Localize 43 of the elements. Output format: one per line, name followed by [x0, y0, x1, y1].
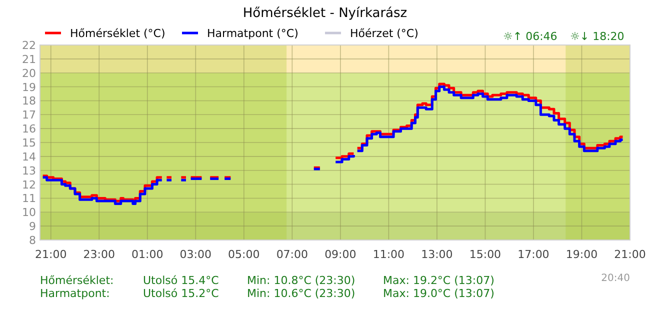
legend-label: Hőmérséklet (°C): [70, 27, 166, 40]
y-tick-label: 11: [22, 192, 36, 206]
y-tick-label: 18: [22, 94, 36, 108]
y-tick-label: 21: [22, 52, 36, 66]
y-tick-label: 8: [29, 234, 36, 247]
text: 20:40: [601, 273, 630, 284]
x-tick-label: 07:00: [276, 248, 308, 261]
x-tick-label: 23:00: [83, 248, 115, 261]
y-tick-label: 22: [22, 39, 36, 52]
y-tick-label: 14: [22, 150, 36, 164]
legend-label: Harmatpont (°C): [207, 27, 298, 40]
x-tick-label: 09:00: [324, 248, 356, 261]
text: ☼↓ 18:20: [570, 30, 624, 43]
legend-label: Hőérzet (°C): [350, 27, 418, 40]
text: Harmatpont:: [40, 287, 110, 300]
x-tick-label: 17:00: [518, 248, 550, 261]
x-tick-label: 21:00: [614, 248, 646, 261]
text: Max: 19.2°C (13:07): [383, 274, 494, 287]
text: Utolsó 15.4°C: [143, 274, 220, 287]
y-tick-label: 17: [22, 108, 36, 122]
x-tick-label: 19:00: [566, 248, 598, 261]
y-tick-label: 20: [22, 66, 36, 80]
text: Min: 10.6°C (23:30): [247, 287, 356, 300]
x-tick-label: 05:00: [228, 248, 260, 261]
text: ☼↑ 06:46: [503, 30, 558, 43]
y-tick-label: 19: [22, 80, 36, 94]
x-tick-label: 11:00: [372, 248, 405, 261]
y-tick-label: 15: [22, 136, 36, 150]
x-tick-label: 01:00: [132, 248, 164, 261]
text: Min: 10.8°C (23:30): [247, 274, 356, 287]
y-tick-label: 13: [22, 164, 36, 178]
y-tick-label: 12: [22, 178, 36, 192]
y-tick-label: 16: [22, 122, 36, 136]
y-tick-label: 10: [22, 206, 36, 220]
text: Max: 19.0°C (13:07): [383, 287, 494, 300]
text: Hőmérséklet:: [40, 274, 114, 287]
text: Utolsó 15.2°C: [143, 287, 220, 300]
x-tick-label: 13:00: [421, 248, 453, 261]
x-tick-label: 03:00: [180, 248, 212, 261]
chart-title: Hőmérséklet - Nyírkarász: [242, 6, 408, 21]
x-tick-label: 21:00: [35, 248, 67, 261]
x-tick-label: 15:00: [469, 248, 502, 261]
y-tick-label: 9: [29, 220, 36, 234]
